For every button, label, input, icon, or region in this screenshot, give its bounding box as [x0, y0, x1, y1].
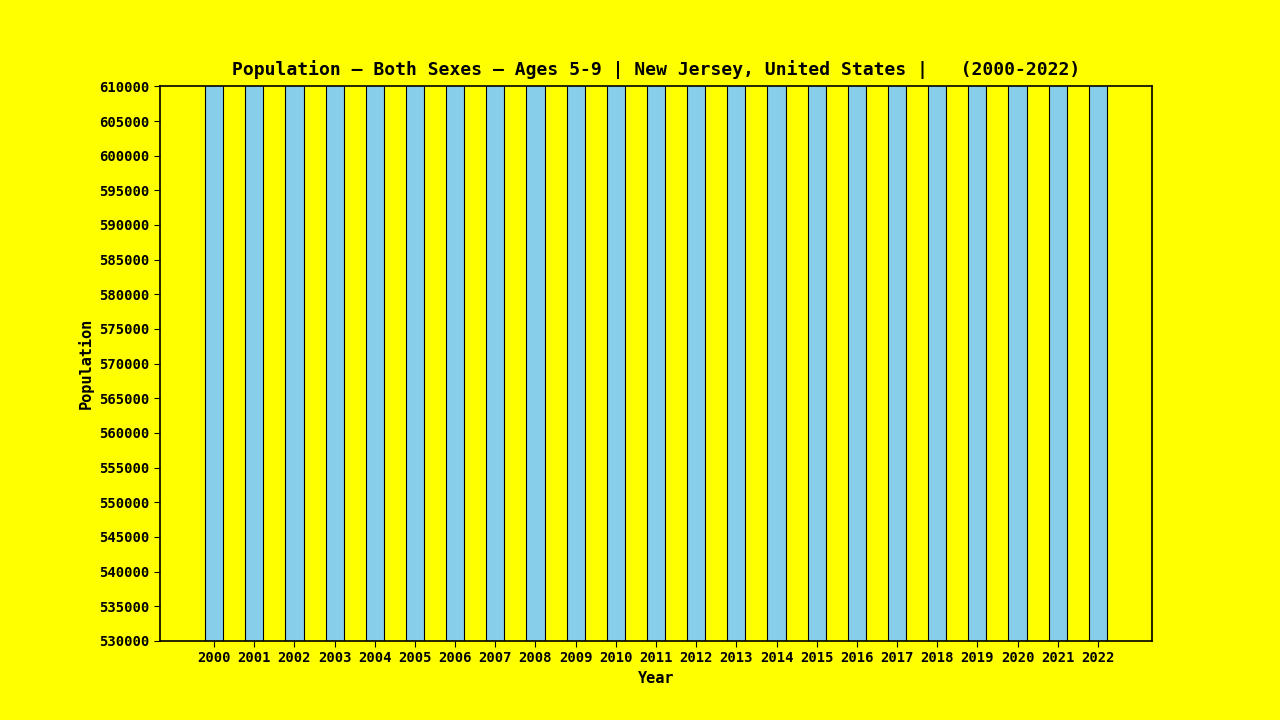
Bar: [285, 0, 303, 641]
Bar: [607, 0, 625, 641]
Bar: [447, 0, 465, 641]
Bar: [727, 0, 745, 641]
Bar: [567, 0, 585, 641]
Bar: [687, 0, 705, 641]
Bar: [888, 0, 906, 641]
Bar: [969, 0, 987, 641]
X-axis label: Year: Year: [637, 671, 675, 685]
Bar: [1048, 0, 1066, 641]
Bar: [646, 0, 666, 641]
Bar: [486, 0, 504, 641]
Title: Population – Both Sexes – Ages 5-9 | New Jersey, United States |   (2000-2022): Population – Both Sexes – Ages 5-9 | New…: [232, 60, 1080, 79]
Bar: [847, 0, 865, 641]
Bar: [205, 0, 223, 641]
Bar: [1009, 0, 1027, 641]
Bar: [366, 0, 384, 641]
Bar: [808, 0, 826, 641]
Bar: [246, 0, 264, 641]
Bar: [325, 0, 343, 641]
Bar: [1089, 0, 1107, 641]
Y-axis label: Population: Population: [78, 318, 93, 409]
Bar: [768, 0, 786, 641]
Bar: [406, 0, 424, 641]
Bar: [928, 0, 946, 641]
Bar: [526, 0, 544, 641]
